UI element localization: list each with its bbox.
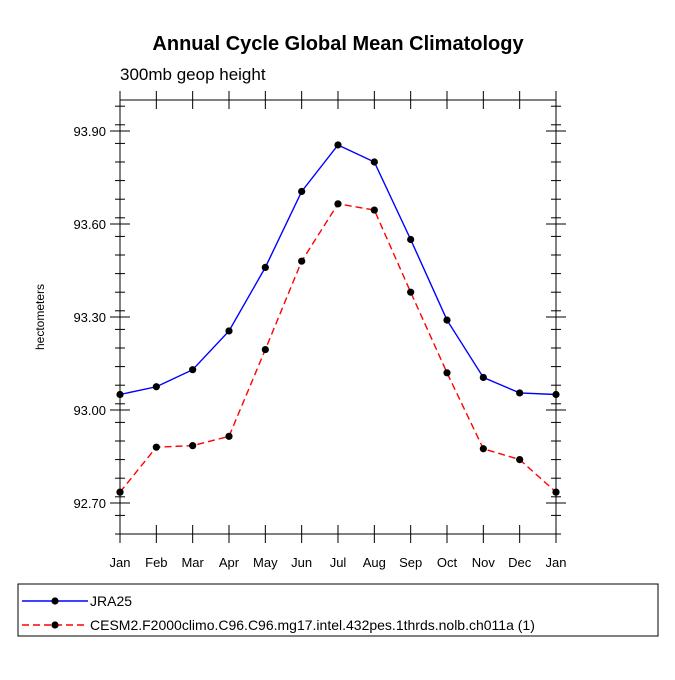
x-tick-label: Aug <box>363 555 386 570</box>
data-point <box>225 432 233 440</box>
chart-subtitle: 300mb geop height <box>120 65 266 84</box>
y-axis-label: hectometers <box>33 284 47 350</box>
data-point <box>516 456 524 464</box>
data-point <box>189 366 197 374</box>
data-point <box>152 383 160 391</box>
x-tick-label: Sep <box>399 555 422 570</box>
series-line <box>119 144 557 396</box>
data-point <box>225 327 233 335</box>
data-point <box>552 390 560 399</box>
x-tick-label: Nov <box>472 555 496 570</box>
x-tick-label: Jul <box>330 555 347 570</box>
x-tick-label: Oct <box>437 555 458 570</box>
legend-entries: JRA25 CESM2.F2000climo.C96.C96.mg17.intel… <box>22 593 535 633</box>
data-point <box>552 488 560 496</box>
data-point <box>116 390 124 399</box>
y-tick-label: 93.00 <box>73 403 106 418</box>
legend-entry-1: JRA25 <box>22 593 132 609</box>
data-point <box>407 235 415 244</box>
legend-swatch-marker <box>51 597 59 605</box>
y-tick-label: 93.30 <box>73 310 106 325</box>
legend-label: CESM2.F2000climo.C96.C96.mg17.intel.432p… <box>90 617 535 633</box>
x-tick-label: Jan <box>546 555 567 570</box>
plot-frame <box>119 99 557 535</box>
legend-swatch-marker <box>51 621 59 629</box>
data-point <box>298 187 306 196</box>
x-tick-label: Feb <box>145 555 167 570</box>
legend-label: JRA25 <box>90 593 132 609</box>
data-point <box>116 488 124 496</box>
x-tick-label: Dec <box>508 555 532 570</box>
x-tick-label: Jun <box>291 555 312 570</box>
chart-title: Annual Cycle Global Mean Climatology <box>152 33 524 55</box>
x-tick-label: May <box>253 555 278 570</box>
series-group <box>116 141 560 496</box>
data-point <box>189 442 197 450</box>
series-2 <box>116 200 560 496</box>
data-point <box>370 158 378 166</box>
legend <box>17 583 659 637</box>
data-point <box>298 257 306 265</box>
y-tick-label: 93.60 <box>73 217 106 232</box>
data-point <box>370 206 378 214</box>
data-point <box>152 443 160 451</box>
data-point <box>443 316 451 324</box>
data-point <box>516 389 524 397</box>
data-point <box>443 369 451 377</box>
x-tick-label: Jan <box>110 555 131 570</box>
data-point <box>261 345 269 354</box>
x-tick-label: Mar <box>181 555 204 570</box>
data-point <box>334 141 342 149</box>
data-point <box>479 373 487 382</box>
data-point <box>479 445 487 453</box>
legend-entry-2: CESM2.F2000climo.C96.C96.mg17.intel.432p… <box>22 617 535 633</box>
series-1 <box>116 141 560 399</box>
series-line <box>119 203 557 493</box>
data-point <box>334 200 342 208</box>
x-tick-label: Apr <box>219 555 240 570</box>
data-point <box>407 288 415 296</box>
y-tick-label: 92.70 <box>73 496 106 511</box>
axis-ticks: Jan Feb Mar Apr May Jun Jul Aug Sep Oct Nov Dec Jan 9… <box>73 91 566 570</box>
y-tick-label: 93.90 <box>73 124 106 139</box>
data-point <box>261 263 269 271</box>
